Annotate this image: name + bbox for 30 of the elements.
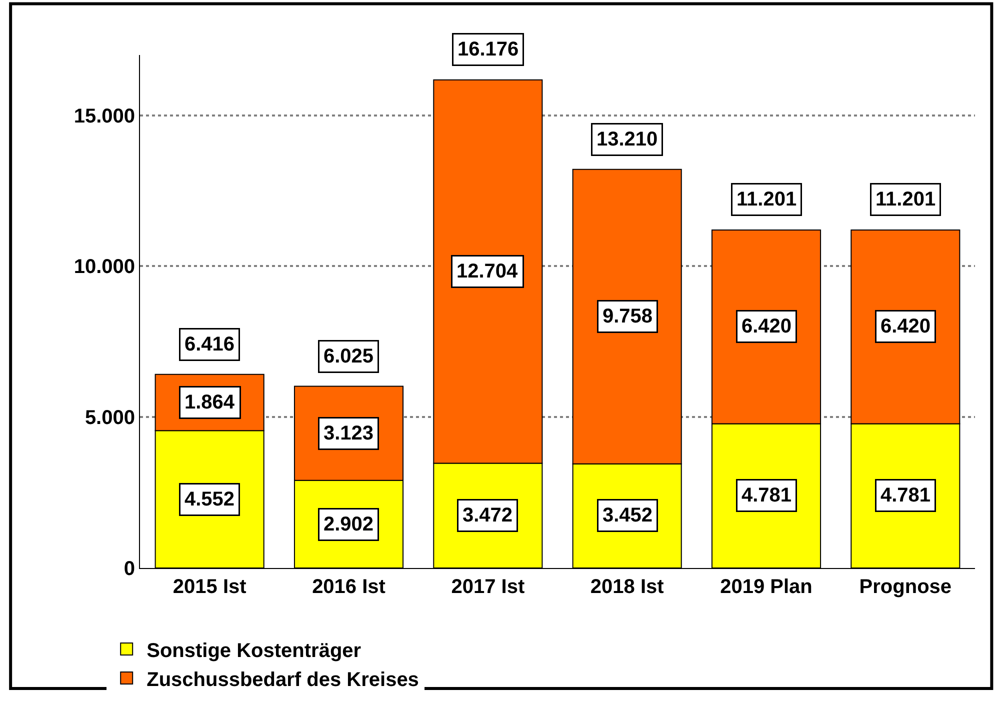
x-tick-label: 2018 Ist xyxy=(590,576,664,598)
data-label: 1.864 xyxy=(184,392,236,414)
total-label: 13.210 xyxy=(596,128,658,150)
data-label: 3.452 xyxy=(602,504,653,526)
y-tick-label: 5.000 xyxy=(84,407,135,430)
data-label: 4.552 xyxy=(184,488,235,510)
legend-label: Sonstige Kostenträger xyxy=(146,640,362,662)
legend-label: Zuschussbedarf des Kreises xyxy=(146,668,419,691)
data-label: 6.420 xyxy=(880,316,931,338)
y-tick-label: 15.000 xyxy=(74,105,135,128)
total-label: 6.416 xyxy=(184,334,235,356)
data-label: 4.781 xyxy=(742,484,792,506)
x-tick-label: 2015 Ist xyxy=(172,576,247,598)
x-tick-label: 2019 Plan xyxy=(720,576,812,598)
total-label: 6.025 xyxy=(324,346,374,368)
data-label: 6.420 xyxy=(742,316,792,338)
x-tick-label: 2016 Ist xyxy=(312,576,386,598)
data-label: 12.704 xyxy=(456,260,519,282)
data-label: 3.123 xyxy=(324,422,374,444)
data-label: 4.781 xyxy=(880,484,931,506)
data-label: 9.758 xyxy=(602,306,653,328)
data-label: 2.902 xyxy=(324,514,374,536)
total-label: 11.201 xyxy=(736,188,797,210)
x-tick-label: 2017 Ist xyxy=(451,576,525,598)
data-label: 3.472 xyxy=(462,504,513,526)
total-label: 16.176 xyxy=(458,38,519,60)
y-tick-label: 0 xyxy=(124,558,135,580)
x-tick-label: Prognose xyxy=(859,576,952,598)
y-tick-label: 10.000 xyxy=(74,256,135,278)
total-label: 11.201 xyxy=(876,188,936,210)
